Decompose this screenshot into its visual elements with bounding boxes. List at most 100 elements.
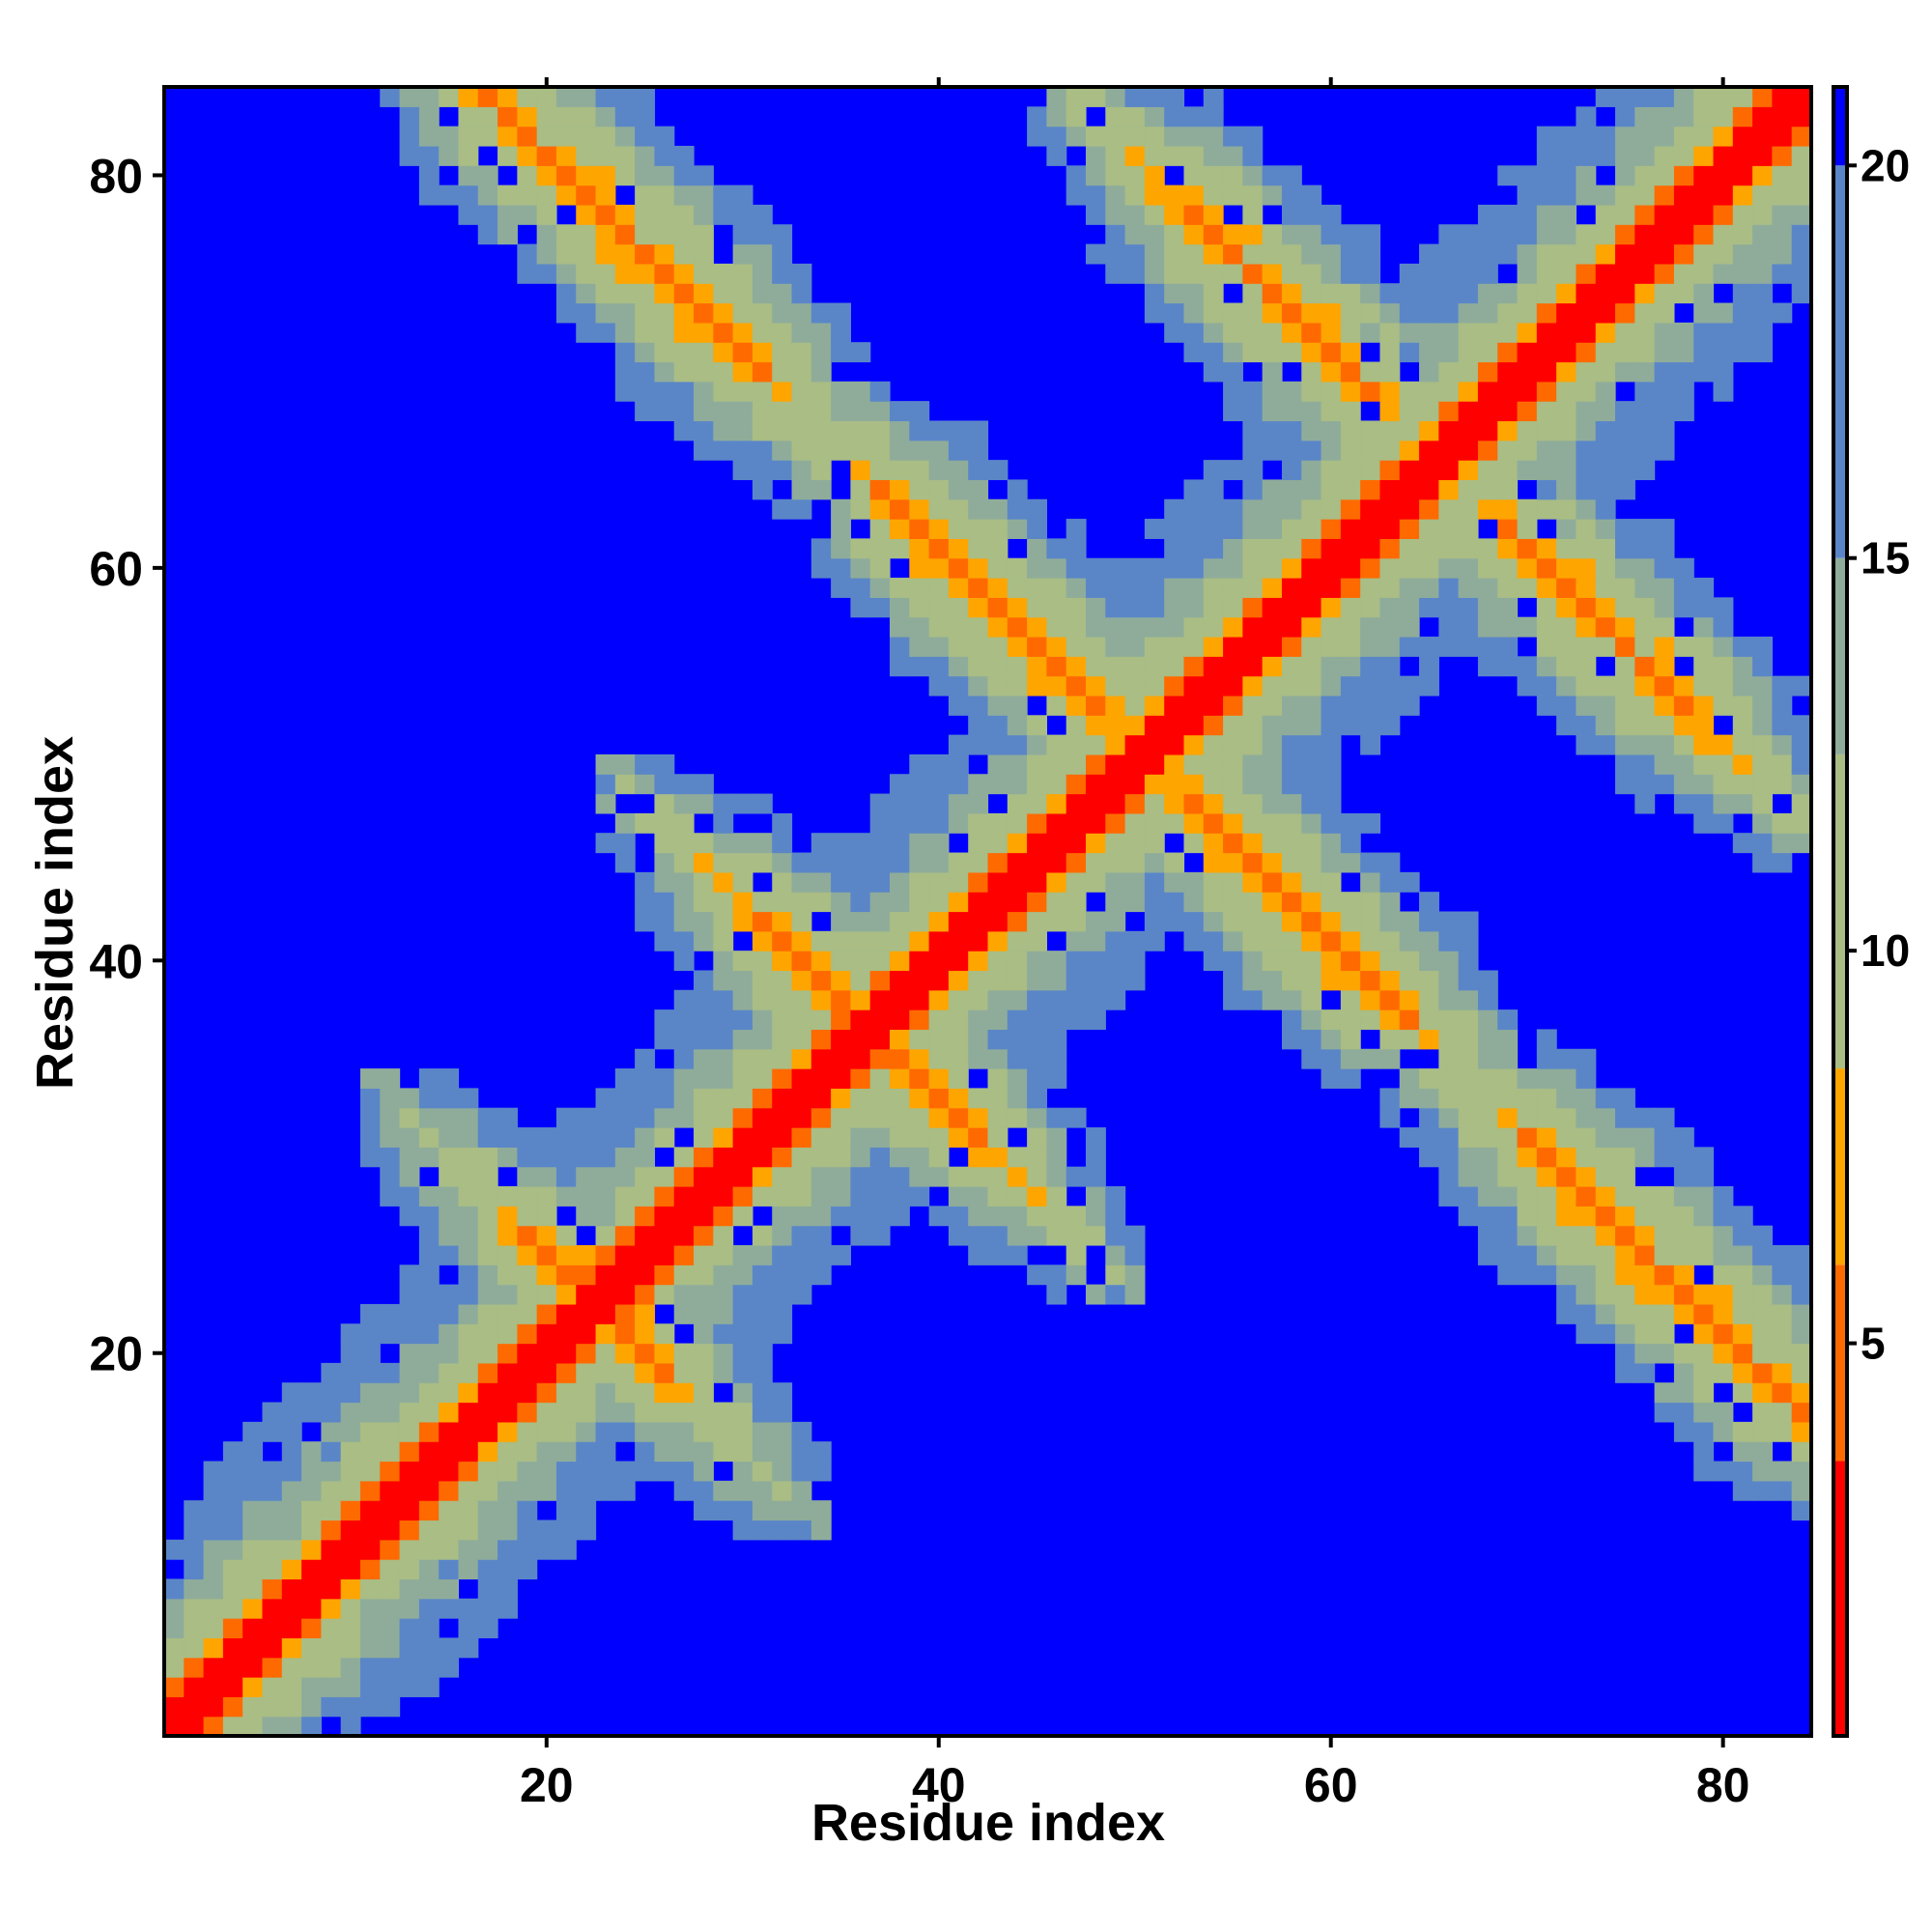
heatmap-cell — [1360, 578, 1381, 598]
heatmap-cell — [555, 1441, 577, 1463]
heatmap-cell — [1419, 989, 1439, 1010]
heatmap-cell — [1615, 519, 1635, 539]
heatmap-cell — [928, 1048, 950, 1069]
heatmap-cell — [1654, 774, 1675, 795]
heatmap-cell — [517, 1559, 538, 1580]
heatmap-cell — [1791, 87, 1812, 107]
heatmap-cell — [948, 1127, 969, 1148]
heatmap-cell — [614, 1186, 636, 1207]
heatmap-cell — [1477, 204, 1498, 225]
heatmap-cell — [752, 440, 773, 461]
heatmap-cell — [340, 1598, 361, 1619]
heatmap-cell — [673, 1147, 695, 1168]
heatmap-cell — [1360, 597, 1381, 618]
heatmap-cell — [1634, 793, 1656, 814]
heatmap-cell — [890, 1166, 910, 1187]
heatmap-cell — [1634, 87, 1656, 107]
heatmap-cell — [1419, 243, 1439, 265]
heatmap-cell — [810, 1107, 832, 1128]
heatmap-cell — [1144, 283, 1165, 304]
heatmap-cell — [869, 970, 891, 991]
heatmap-cell — [831, 911, 852, 932]
heatmap-cell — [497, 1578, 518, 1600]
heatmap-cell — [1085, 597, 1106, 618]
heatmap-cell — [713, 1107, 734, 1128]
heatmap-cell — [517, 87, 538, 107]
heatmap-cell — [1732, 342, 1753, 363]
heatmap-cell — [1693, 185, 1715, 206]
heatmap-cell — [1085, 753, 1106, 775]
heatmap-cell — [890, 911, 910, 932]
heatmap-cell — [1027, 637, 1047, 657]
heatmap-cell — [536, 1480, 557, 1501]
heatmap-cell — [654, 1284, 675, 1305]
heatmap-cell — [1164, 498, 1185, 520]
heatmap-cell — [1340, 557, 1361, 579]
heatmap-cell — [1242, 597, 1264, 618]
heatmap-cell — [380, 1500, 401, 1521]
heatmap-cell — [1732, 1244, 1753, 1265]
heatmap-cell — [831, 1244, 852, 1265]
heatmap-cell — [791, 302, 812, 324]
heatmap-cell — [987, 1225, 1009, 1246]
heatmap-cell — [1124, 1244, 1146, 1265]
heatmap-cell — [1497, 1107, 1519, 1128]
heatmap-cell — [1065, 165, 1087, 186]
heatmap-cell — [1105, 126, 1126, 147]
heatmap-cell — [635, 165, 656, 186]
heatmap-cell — [1281, 911, 1302, 932]
heatmap-cell — [673, 401, 695, 422]
heatmap-cell — [890, 498, 910, 520]
heatmap-cell — [869, 1048, 891, 1069]
heatmap-cell — [694, 283, 714, 304]
heatmap-cell — [380, 1578, 401, 1600]
heatmap-cell — [576, 1421, 597, 1442]
heatmap-cell — [1673, 734, 1694, 755]
heatmap-cell — [399, 1206, 420, 1227]
heatmap-cell — [1752, 1421, 1774, 1442]
heatmap-cell — [595, 1127, 616, 1148]
heatmap-cell — [694, 1343, 714, 1364]
heatmap-cell — [517, 1147, 538, 1168]
heatmap-cell — [694, 1500, 714, 1521]
heatmap-cell — [1262, 793, 1283, 814]
heatmap-cell — [791, 930, 812, 952]
heatmap-cell — [890, 578, 910, 598]
heatmap-cell — [1576, 715, 1597, 736]
heatmap-cell — [1301, 656, 1322, 677]
heatmap-cell — [1615, 597, 1635, 618]
heatmap-cell — [614, 1362, 636, 1383]
heatmap-cell — [1693, 322, 1715, 343]
heatmap-cell — [732, 1147, 753, 1168]
heatmap-cell — [1085, 656, 1106, 677]
heatmap-cell — [1046, 1264, 1067, 1286]
heatmap-cell — [595, 263, 616, 284]
heatmap-cell — [497, 1186, 518, 1207]
heatmap-cell — [850, 970, 871, 991]
heatmap-cell — [1752, 283, 1774, 304]
heatmap-cell — [477, 1225, 498, 1246]
heatmap-cell — [1124, 871, 1146, 893]
heatmap-cell — [1321, 597, 1342, 618]
heatmap-cell — [1399, 637, 1420, 657]
heatmap-cell — [536, 204, 557, 225]
heatmap-cell — [458, 1107, 479, 1128]
heatmap-cell — [1752, 1264, 1774, 1286]
heatmap-cell — [968, 578, 989, 598]
heatmap-cell — [772, 1009, 793, 1031]
heatmap-cell — [869, 578, 891, 598]
heatmap-cell — [222, 1677, 243, 1697]
heatmap-cell — [1281, 892, 1302, 913]
heatmap-cell — [694, 381, 714, 402]
heatmap-cell — [1301, 498, 1322, 520]
heatmap-cell — [1438, 381, 1460, 402]
heatmap-cell — [576, 1402, 597, 1423]
heatmap-cell — [810, 970, 832, 991]
heatmap-cell — [1399, 538, 1420, 559]
heatmap-cell — [340, 1637, 361, 1659]
heatmap-cell — [1517, 165, 1538, 186]
heatmap-cell — [772, 951, 793, 972]
heatmap-cell — [1399, 283, 1420, 304]
heatmap-cell — [810, 460, 832, 481]
heatmap-cell — [890, 1088, 910, 1109]
